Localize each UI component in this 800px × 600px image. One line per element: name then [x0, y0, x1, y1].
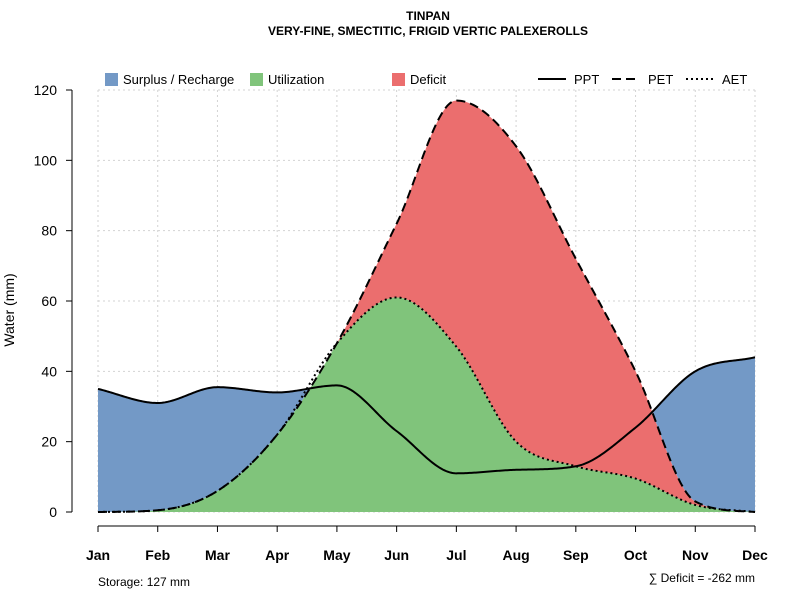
- x-tick-label: Jun: [384, 547, 409, 563]
- legend: Surplus / Recharge Utilization Deficit PPT P…: [105, 72, 747, 87]
- legend-swatch: [250, 73, 263, 86]
- utilization-area: [98, 297, 755, 512]
- x-tick-label: Aug: [502, 547, 529, 563]
- axes: 0 20 40 60 80 100 120 Jan Feb Mar Apr May Jun Jul Aug S…: [34, 82, 768, 563]
- x-tick-label: Nov: [682, 547, 709, 563]
- legend-label: PET: [648, 72, 673, 87]
- deficit-annotation: ∑ Deficit = -262 mm: [649, 571, 755, 585]
- series-lines: [97, 99, 756, 513]
- y-tick-label: 0: [49, 504, 57, 520]
- surplus-area: [98, 100, 755, 513]
- x-tick-label: Mar: [205, 547, 230, 563]
- x-tick-label: Feb: [145, 547, 170, 563]
- legend-label: PPT: [574, 72, 599, 87]
- deficit-area: [98, 100, 755, 513]
- series-line-ppt: [97, 356, 756, 475]
- chart-title: TINPAN: [406, 9, 450, 23]
- y-tick-label: 100: [34, 152, 58, 168]
- x-tick-label: May: [323, 547, 350, 563]
- x-tick-label: Jan: [86, 547, 110, 563]
- legend-label: Surplus / Recharge: [123, 72, 234, 87]
- storage-annotation: Storage: 127 mm: [98, 575, 190, 589]
- y-tick-label: 120: [34, 82, 58, 98]
- y-tick-label: 80: [41, 223, 57, 239]
- x-tick-label: Oct: [624, 547, 648, 563]
- legend-label: Deficit: [410, 72, 447, 87]
- series-line-pet: [97, 99, 756, 513]
- legend-label: AET: [722, 72, 747, 87]
- y-tick-label: 60: [41, 293, 57, 309]
- legend-swatch: [392, 73, 405, 86]
- legend-label: Utilization: [268, 72, 324, 87]
- y-tick-label: 20: [41, 434, 57, 450]
- x-tick-label: Jul: [446, 547, 466, 563]
- chart-subtitle: VERY-FINE, SMECTITIC, FRIGID VERTIC PALE…: [268, 24, 588, 38]
- y-tick-label: 40: [41, 363, 57, 379]
- series-line-aet: [97, 296, 756, 513]
- y-axis-label: Water (mm): [1, 273, 17, 346]
- x-tick-label: Sep: [563, 547, 589, 563]
- x-tick-label: Apr: [265, 547, 290, 563]
- x-tick-label: Dec: [742, 547, 768, 563]
- area-fills: [98, 100, 755, 513]
- legend-swatch: [105, 73, 118, 86]
